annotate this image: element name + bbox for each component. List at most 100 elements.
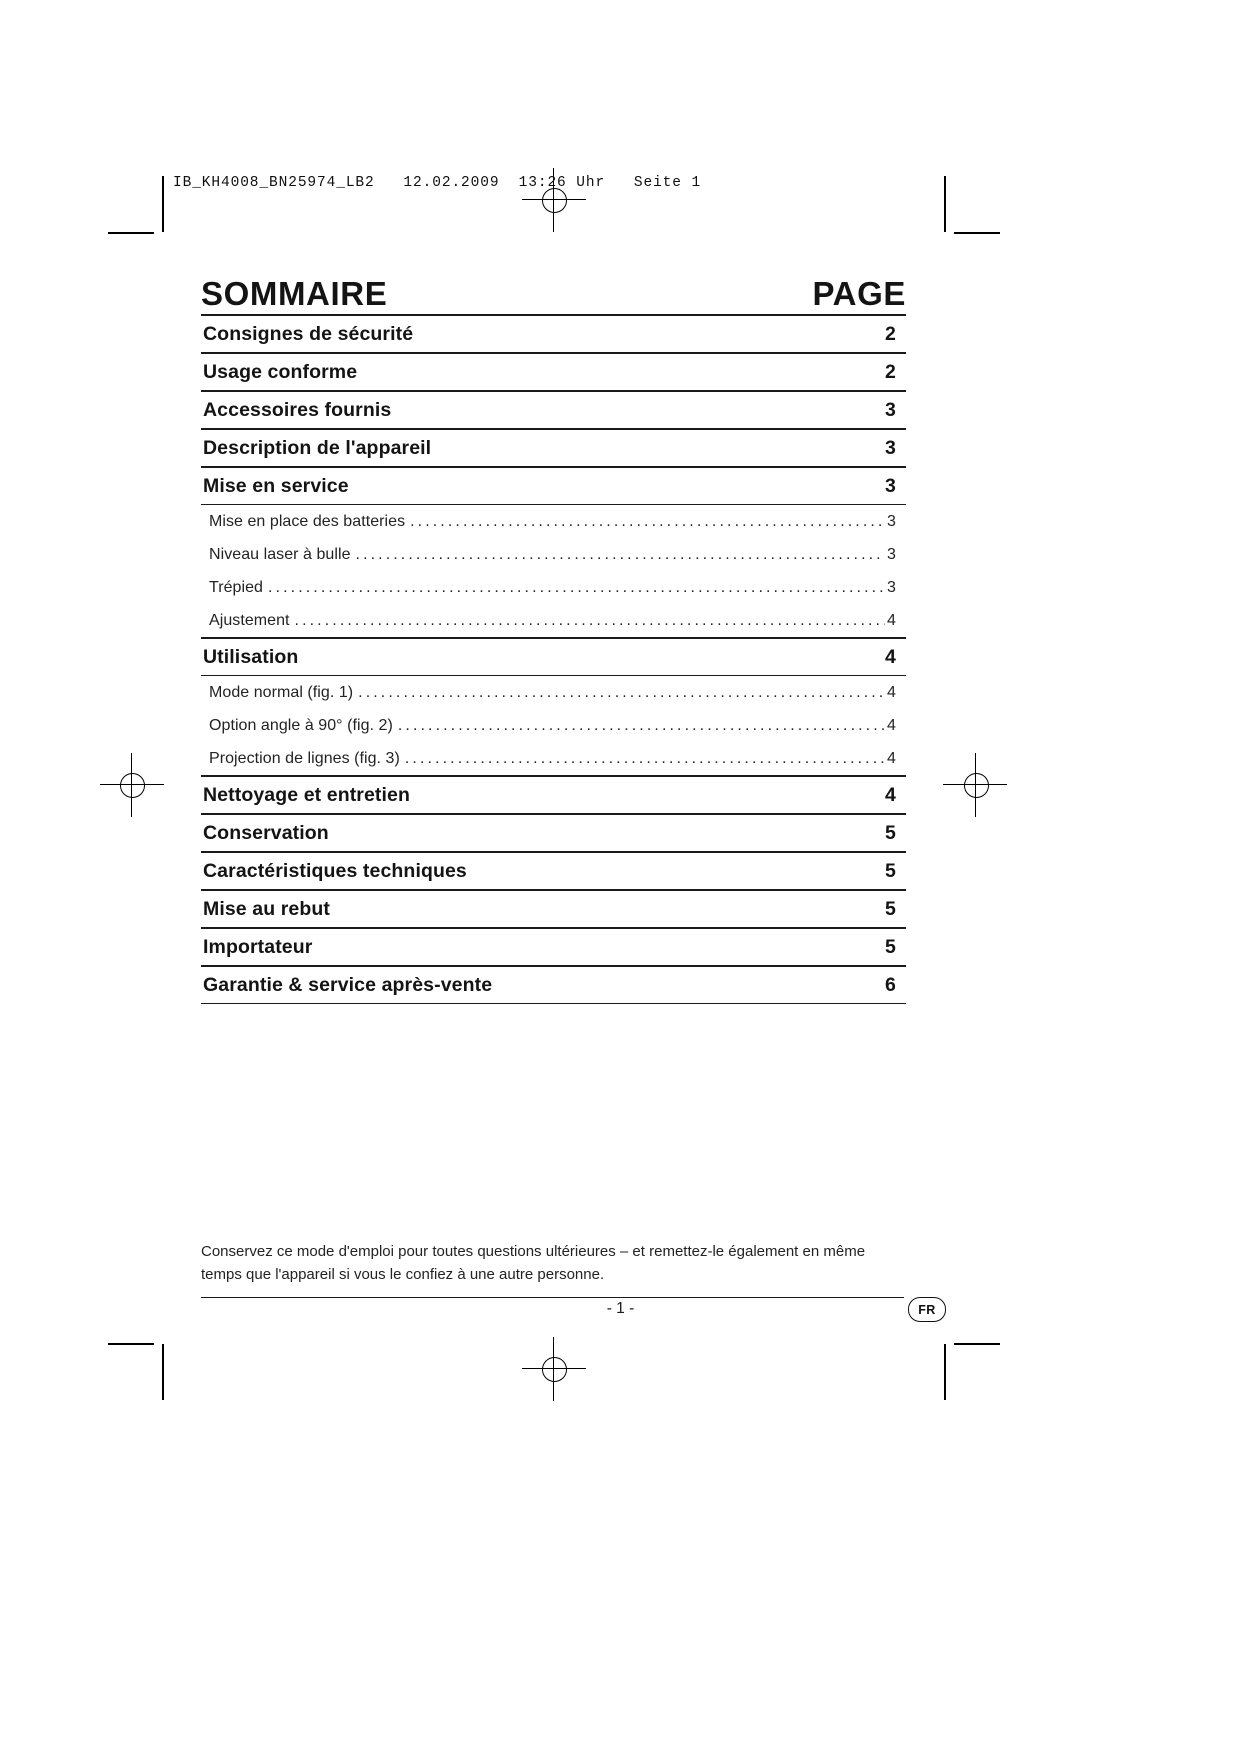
toc-entry-page: 2	[885, 322, 896, 345]
toc-entry-page: 6	[885, 973, 896, 996]
toc-entry-sub[interactable]: Ajustement..............................…	[201, 604, 906, 637]
toc-page-column-header: PAGE	[812, 275, 906, 312]
crop-mark-top-left-vertical	[162, 176, 164, 232]
toc-row-divider	[201, 428, 906, 430]
toc-entry-main[interactable]: Garantie & service après-vente 6	[201, 967, 906, 1003]
registration-target-bottom-icon	[542, 1357, 567, 1382]
table-of-contents: SOMMAIRE PAGE Consignes de sécurité 2 Usag…	[201, 275, 906, 1004]
toc-row-divider	[201, 636, 906, 639]
toc-row-divider	[201, 888, 906, 890]
toc-entry-page: 5	[885, 821, 896, 844]
toc-entry-main[interactable]: Utilisation 4	[201, 639, 906, 675]
toc-row-divider	[201, 851, 906, 853]
toc-entry-page: 4	[887, 683, 896, 701]
toc-entry-page: 5	[885, 859, 896, 882]
toc-entry-label: Consignes de sécurité	[203, 322, 414, 345]
toc-entry-main[interactable]: Caractéristiques techniques 5	[201, 853, 906, 889]
toc-entry-label: Mise au rebut	[203, 897, 330, 920]
toc-entry-page: 2	[885, 360, 896, 383]
toc-entry-main[interactable]: Usage conforme 2	[201, 354, 906, 390]
toc-row-divider	[201, 812, 906, 814]
page-number: - 1 -	[606, 1300, 635, 1317]
toc-entry-page: 4	[887, 611, 896, 629]
toc-entry-label: Mise en service	[203, 474, 349, 497]
toc-dot-leader: ........................................…	[358, 683, 886, 701]
toc-row-divider	[201, 352, 906, 354]
toc-row-divider	[201, 965, 906, 967]
toc-row-divider	[201, 889, 906, 891]
toc-row-divider	[201, 774, 906, 777]
toc-entry-label: Utilisation	[203, 645, 299, 668]
toc-entry-label: Garantie & service après-vente	[203, 973, 493, 996]
crop-mark-bottom-right-horizontal	[954, 1343, 1000, 1345]
toc-dot-leader: ........................................…	[355, 545, 886, 563]
toc-dot-leader: ........................................…	[404, 749, 885, 767]
toc-row-divider	[201, 850, 906, 852]
crop-mark-bottom-left-vertical	[162, 1344, 164, 1400]
toc-entry-main[interactable]: Description de l'appareil 3	[201, 430, 906, 466]
crop-mark-bottom-right-vertical	[944, 1344, 946, 1400]
crop-mark-top-right-horizontal	[954, 232, 1000, 234]
toc-entry-sub[interactable]: Trépied.................................…	[201, 571, 906, 604]
toc-entry-page: 4	[887, 749, 896, 767]
toc-entry-sub[interactable]: Mise en place des batteries.............…	[201, 505, 906, 538]
toc-entry-label: Usage conforme	[203, 360, 358, 383]
toc-entry-page: 3	[885, 474, 896, 497]
toc-entry-label: Trépied	[209, 578, 264, 596]
toc-entry-label: Description de l'appareil	[203, 436, 432, 459]
toc-row-divider	[201, 926, 906, 928]
toc-entry-sub[interactable]: Projection de lignes (fig. 3)...........…	[201, 742, 906, 775]
registration-target-top-icon	[542, 188, 567, 213]
footer-note: Conservez ce mode d'emploi pour toutes q…	[201, 1243, 866, 1284]
toc-entry-label: Accessoires fournis	[203, 398, 392, 421]
footer-divider	[201, 1297, 904, 1298]
toc-header-row: SOMMAIRE PAGE	[201, 275, 906, 314]
toc-entry-page: 5	[885, 897, 896, 920]
toc-entry-main[interactable]: Nettoyage et entretien 4	[201, 777, 906, 813]
crop-mark-top-left-horizontal	[108, 232, 154, 234]
toc-dot-leader: ........................................…	[397, 716, 886, 734]
toc-entry-page: 3	[887, 512, 896, 530]
toc-row-divider	[201, 389, 906, 391]
page-title: SOMMAIRE	[201, 275, 388, 312]
toc-entry-main[interactable]: Mise au rebut 5	[201, 891, 906, 927]
toc-entry-label: Nettoyage et entretien	[203, 783, 410, 806]
toc-dot-leader: ........................................…	[268, 578, 885, 596]
toc-entry-label: Option angle à 90° (fig. 2)	[209, 716, 393, 734]
toc-entry-sub[interactable]: Niveau laser à bulle....................…	[201, 538, 906, 571]
toc-entry-label: Caractéristiques techniques	[203, 859, 467, 882]
toc-row-divider	[201, 964, 906, 966]
toc-entry-main[interactable]: Conservation 5	[201, 815, 906, 851]
toc-dot-leader: ........................................…	[410, 512, 886, 530]
toc-entry-label: Projection de lignes (fig. 3)	[209, 749, 400, 767]
toc-entry-label: Ajustement	[209, 611, 290, 629]
toc-row-divider	[201, 465, 906, 467]
toc-entry-main[interactable]: Importateur 5	[201, 929, 906, 965]
toc-entry-label: Mise en place des batteries	[209, 512, 406, 530]
toc-row-divider	[201, 927, 906, 929]
registration-target-left-icon	[120, 773, 145, 798]
toc-row-divider	[201, 427, 906, 429]
toc-entry-page: 3	[885, 398, 896, 421]
toc-row-divider	[201, 390, 906, 392]
toc-row-divider	[201, 351, 906, 353]
toc-entry-page: 3	[887, 545, 896, 563]
toc-entry-main[interactable]: Accessoires fournis 3	[201, 392, 906, 428]
toc-entry-main[interactable]: Consignes de sécurité 2	[201, 316, 906, 352]
toc-entry-page: 3	[885, 436, 896, 459]
toc-entry-label: Mode normal (fig. 1)	[209, 683, 354, 701]
toc-entry-main[interactable]: Mise en service 3	[201, 468, 906, 504]
toc-entry-label: Conservation	[203, 821, 329, 844]
toc-dot-leader: ........................................…	[294, 611, 886, 629]
toc-entry-label: Niveau laser à bulle	[209, 545, 351, 563]
toc-row-divider	[201, 503, 906, 505]
prepress-header-text: IB_KH4008_BN25974_LB2 12.02.2009 13:26 U…	[173, 175, 702, 191]
language-badge: FR	[908, 1297, 946, 1322]
toc-row-divider	[201, 674, 906, 676]
toc-entry-sub[interactable]: Mode normal (fig. 1)....................…	[201, 676, 906, 709]
toc-row-divider	[201, 813, 906, 815]
toc-entry-sub[interactable]: Option angle à 90° (fig. 2).............…	[201, 709, 906, 742]
toc-entry-page: 3	[887, 578, 896, 596]
toc-heading-rule	[201, 313, 906, 316]
crop-mark-top-right-vertical	[944, 176, 946, 232]
